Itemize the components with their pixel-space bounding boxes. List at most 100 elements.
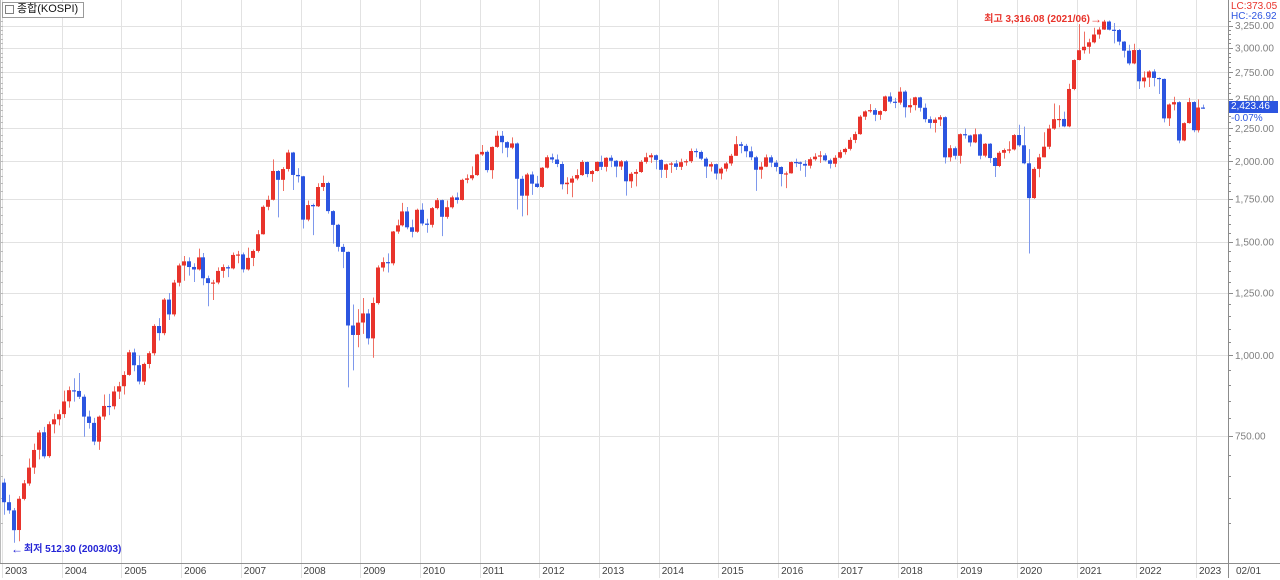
candle-body (127, 352, 131, 375)
y-tick-label: 2,500.00 (1235, 95, 1274, 106)
candle-body (1017, 135, 1021, 146)
candle-body (231, 254, 235, 269)
y-tick-label: 3,000.00 (1235, 43, 1274, 54)
candle-body (1087, 42, 1091, 47)
candle-body (17, 498, 21, 531)
candle-body (152, 325, 156, 354)
chart-title: 종합(KOSPI) (17, 3, 79, 15)
candle-body (286, 152, 290, 169)
candle-body (52, 419, 56, 425)
candle-body (435, 200, 439, 209)
x-tick-label: 2021 (1080, 566, 1103, 577)
candle-body (938, 117, 942, 120)
candle-body (7, 502, 11, 511)
candle-body (381, 262, 385, 268)
candle-body (719, 168, 723, 174)
candle-body (515, 143, 519, 179)
candle-body (903, 91, 907, 108)
candle-body (316, 187, 320, 207)
candle-body (425, 223, 429, 225)
candle-body (659, 159, 663, 170)
candle-body (505, 142, 509, 148)
candle-body (759, 166, 763, 170)
candle-body (744, 145, 748, 152)
candle-body (92, 422, 96, 442)
candle-body (898, 91, 902, 103)
x-tick-label: 2020 (1020, 566, 1043, 577)
y-tick-label: 2,250.00 (1235, 124, 1274, 135)
candle-body (913, 97, 917, 106)
candle-body (794, 162, 798, 164)
candle-body (1057, 118, 1061, 121)
candle-body (455, 197, 459, 200)
candle-body (570, 178, 574, 183)
candle-body (1117, 29, 1121, 42)
all-time-low-annotation: 최저 512.30 (2003/03) (24, 544, 122, 555)
x-tick-label: 2005 (124, 566, 147, 577)
candle-body (376, 267, 380, 304)
candle-body (201, 257, 205, 279)
candle-body (37, 432, 41, 450)
candle-body (545, 157, 549, 168)
candle-body (739, 144, 743, 146)
candle-body (968, 135, 972, 143)
candle-body (137, 365, 141, 382)
candle-body (415, 209, 419, 232)
candle-body (122, 374, 126, 387)
candle-body (107, 405, 111, 408)
candle-body (1107, 21, 1111, 30)
candle-body (933, 119, 937, 123)
x-tick-label: 2003 (5, 566, 28, 577)
x-tick-label: 2010 (423, 566, 446, 577)
x-tick-label: 2008 (304, 566, 327, 577)
x-tick-label: 2011 (483, 566, 505, 577)
candle-body (1047, 128, 1051, 147)
candle-body (908, 105, 912, 108)
current-price-value: 2,423.46 (1231, 101, 1270, 112)
candle-body (863, 111, 867, 117)
y-tick-label: 1,250.00 (1235, 289, 1274, 300)
candle-body (848, 139, 852, 149)
candle-body (77, 390, 81, 397)
x-tick-label: 2015 (721, 566, 744, 577)
candle-body (843, 148, 847, 153)
candle-body (704, 158, 708, 167)
x-tick-label: 2018 (901, 566, 924, 577)
candle-body (1196, 107, 1200, 131)
candle-body (878, 111, 882, 115)
candle-body (883, 96, 887, 112)
candle-body (893, 101, 897, 103)
candle-body (470, 175, 474, 179)
candle-body (1007, 149, 1011, 151)
candle-body (420, 209, 424, 224)
candle-body (1067, 88, 1071, 127)
candle-body (560, 163, 564, 185)
candle-body (410, 227, 414, 232)
candle-body (535, 183, 539, 187)
candle-body (1122, 41, 1126, 51)
x-tick-label: 2017 (841, 566, 864, 577)
candle-body (356, 322, 360, 335)
candle-body (1022, 145, 1026, 164)
left-arrow-icon: ← (11, 542, 23, 556)
candle-body (1002, 150, 1006, 153)
candle-body (132, 352, 136, 366)
candle-body (1012, 135, 1016, 150)
chart-title-box[interactable]: 종합(KOSPI) (2, 2, 85, 18)
candle-body (599, 161, 603, 167)
candle-body (928, 119, 932, 123)
candle-body (1062, 118, 1066, 127)
right-arrow-icon: → (1090, 12, 1102, 26)
candle-body (1167, 104, 1171, 119)
candle-body (699, 151, 703, 159)
candle-body (1042, 146, 1046, 158)
candle-body (1052, 119, 1056, 129)
current-price-badge: 2,423.46 (1229, 101, 1278, 113)
candle-body (321, 182, 325, 187)
candle-body (1201, 107, 1205, 109)
candle-body (495, 135, 499, 147)
candle-body (749, 151, 753, 158)
candle-body (575, 175, 579, 179)
